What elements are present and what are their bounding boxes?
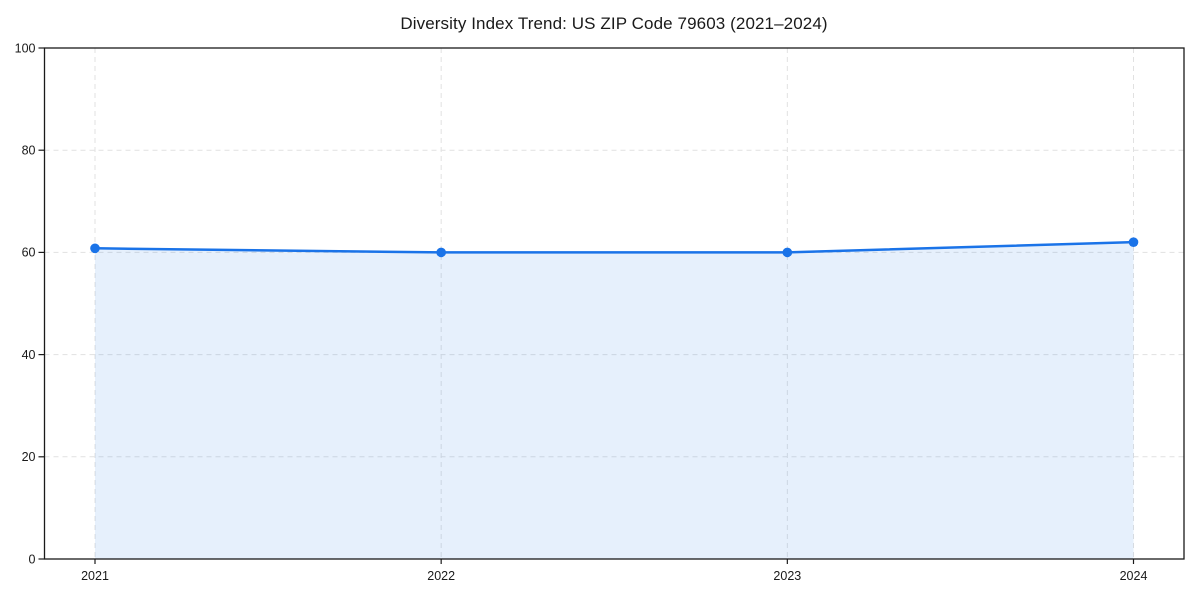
y-tick-labels: 0 20 40 60 80 100: [15, 41, 36, 566]
data-point: [436, 247, 446, 258]
y-tick-label: 60: [22, 246, 36, 260]
x-tick-label: 2021: [81, 569, 109, 583]
data-points: [90, 237, 1139, 258]
plot-border: [43, 47, 1185, 560]
x-tick-label: 2024: [1120, 569, 1148, 583]
plot-frame: [43, 47, 1185, 560]
y-tick-label: 40: [22, 348, 36, 362]
area-fill: [95, 242, 1134, 559]
y-tick-label: 100: [15, 41, 36, 55]
x-tick-labels: 2021 2022 2023 2024: [81, 569, 1147, 583]
y-tick-label: 0: [29, 552, 36, 566]
x-tick-label: 2022: [427, 569, 455, 583]
axis-ticks: [38, 47, 1135, 564]
area-fill-path: [95, 242, 1134, 559]
data-point: [90, 243, 100, 254]
chart-title: Diversity Index Trend: US ZIP Code 79603…: [400, 14, 828, 33]
data-point: [782, 247, 793, 258]
data-point: [1128, 237, 1139, 247]
y-tick-label: 20: [22, 450, 36, 464]
trend-line: [93, 240, 1135, 254]
y-tick-label: 80: [22, 144, 36, 158]
trend-line-path: [93, 240, 1135, 254]
x-tick-label: 2023: [773, 569, 801, 583]
